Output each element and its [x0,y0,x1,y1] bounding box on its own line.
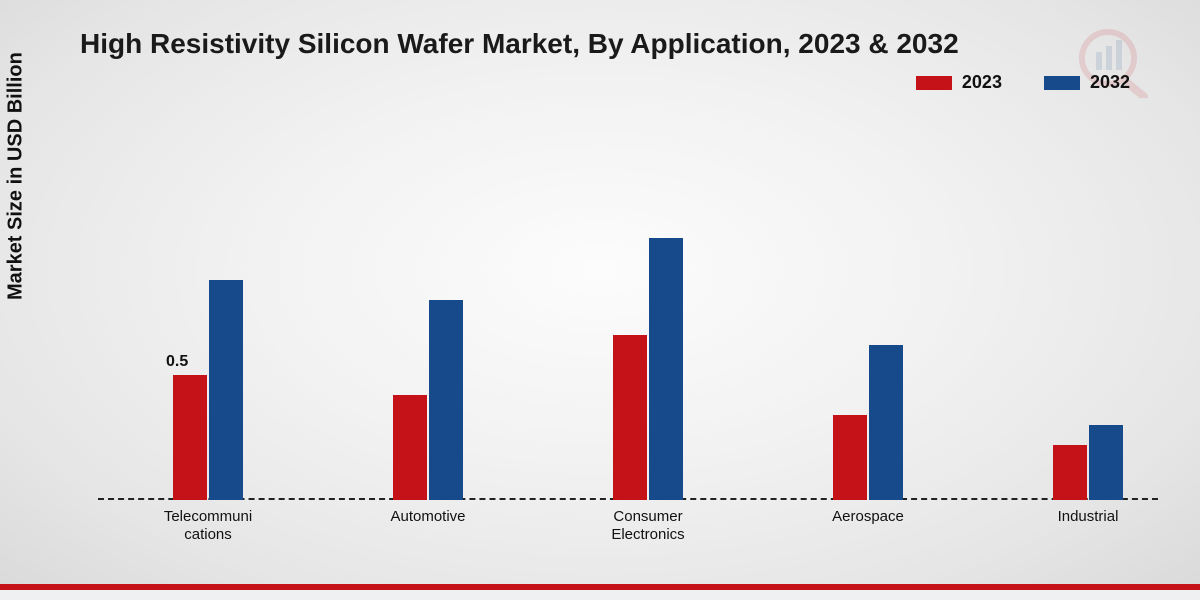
bar-2023 [393,395,427,500]
bar-group [788,345,948,500]
bar-value-label: 0.5 [166,353,188,371]
footer-fade [0,590,1200,600]
legend-swatch-2023 [916,76,952,90]
bar-2023 [173,375,207,500]
chart-title: High Resistivity Silicon Wafer Market, B… [80,28,959,60]
chart-canvas: High Resistivity Silicon Wafer Market, B… [0,0,1200,600]
bar-group [568,238,728,501]
bar-2023 [1053,445,1087,500]
bar-2032 [1089,425,1123,500]
legend-item-2032: 2032 [1044,72,1130,93]
bar-2032 [869,345,903,500]
category-label: Aerospace [788,508,948,526]
legend-label-2023: 2023 [962,72,1002,93]
bar-2032 [209,280,243,500]
y-axis-label: Market Size in USD Billion [5,52,28,300]
legend: 2023 2032 [916,72,1130,93]
legend-label-2032: 2032 [1090,72,1130,93]
bar-group [1008,425,1168,500]
category-label: Telecommunications [128,508,288,544]
category-label: Industrial [1008,508,1168,526]
category-labels-row: Telecommunications Automotive ConsumerElec… [98,502,1158,562]
bar-2032 [649,238,683,501]
bar-group [128,280,288,500]
category-label: Automotive [348,508,508,526]
bar-2032 [429,300,463,500]
bar-group [348,300,508,500]
bar-2023 [613,335,647,500]
legend-swatch-2032 [1044,76,1080,90]
category-label: ConsumerElectronics [568,508,728,544]
legend-item-2023: 2023 [916,72,1002,93]
plot-area: 0.5 [98,150,1158,500]
bar-2023 [833,415,867,500]
